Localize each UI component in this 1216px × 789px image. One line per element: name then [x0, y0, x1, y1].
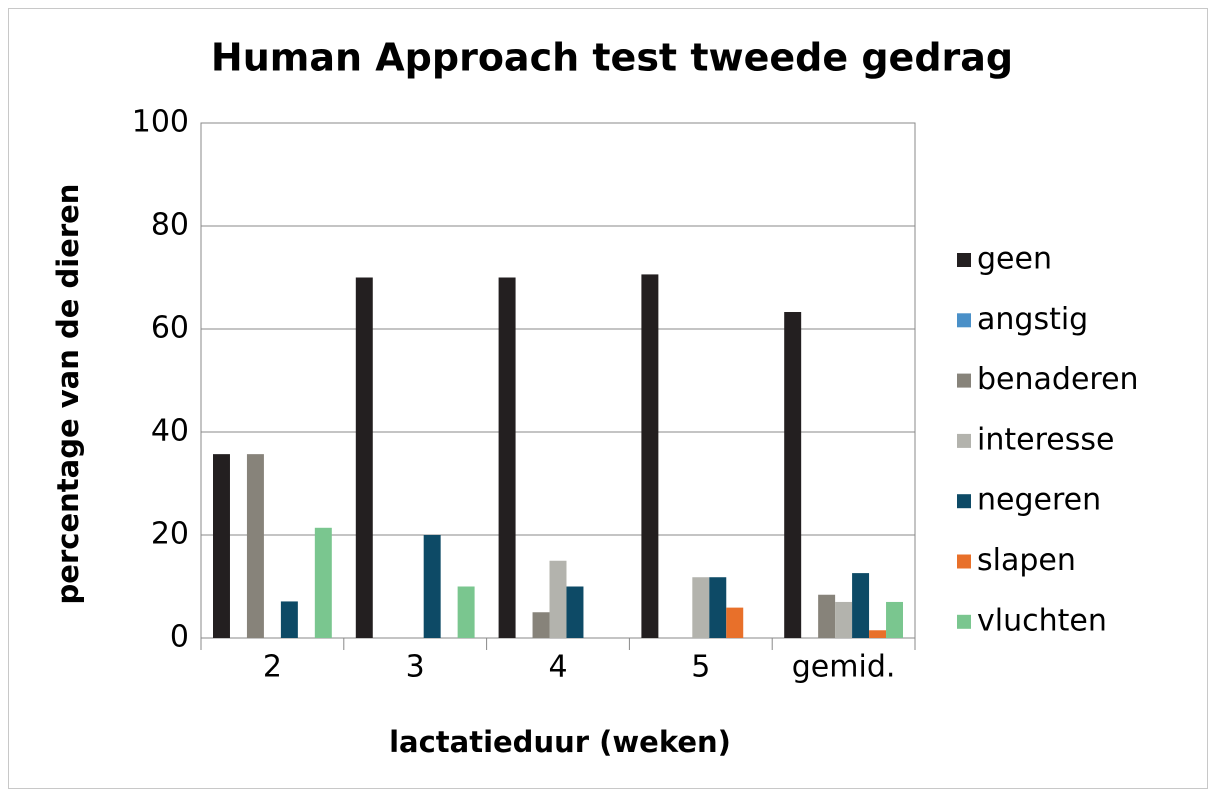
- y-tick-label: 20: [151, 517, 189, 552]
- bar: [457, 586, 475, 638]
- x-axis-label: lactatieduur (weken): [389, 725, 731, 759]
- bar: [784, 312, 802, 638]
- legend-label: negeren: [977, 483, 1101, 518]
- legend-swatch: [957, 373, 971, 388]
- legend-label: geen: [977, 242, 1052, 277]
- bar: [818, 594, 836, 638]
- x-tick-label: 5: [691, 650, 710, 685]
- legend-label: angstig: [977, 302, 1088, 337]
- bar: [886, 601, 903, 638]
- bar: [641, 274, 659, 638]
- legend-swatch: [957, 554, 971, 569]
- bar: [566, 586, 584, 638]
- x-tick-label: gemid.: [792, 650, 896, 685]
- legend-swatch: [957, 614, 971, 629]
- bar: [869, 630, 887, 638]
- chart-border: [8, 8, 1208, 789]
- bar: [835, 601, 853, 638]
- bar: [213, 454, 230, 638]
- bar: [709, 577, 727, 638]
- legend-swatch: [957, 253, 971, 267]
- y-tick-label: 40: [151, 414, 189, 449]
- legend-label: vluchten: [977, 603, 1107, 638]
- chart-title: Human Approach test tweede gedrag: [211, 36, 1013, 80]
- x-tick-label: 4: [548, 650, 567, 685]
- legend-swatch: [957, 313, 971, 328]
- y-tick-label: 60: [151, 311, 189, 346]
- legend-swatch: [957, 433, 971, 448]
- y-tick-label: 80: [151, 208, 189, 243]
- bar: [498, 277, 516, 638]
- x-tick-label: 3: [406, 650, 425, 685]
- bar: [852, 573, 870, 638]
- y-axis-label: percentage van de dieren: [51, 184, 85, 605]
- y-tick-label: 100: [132, 105, 189, 140]
- legend-label: slapen: [977, 543, 1076, 578]
- legend-label: interesse: [977, 422, 1114, 457]
- x-tick-label: 2: [263, 650, 282, 685]
- legend-label: benaderen: [977, 362, 1139, 397]
- bar: [532, 612, 550, 638]
- legend-swatch: [957, 494, 971, 509]
- bar: [280, 601, 298, 638]
- bar: [549, 560, 567, 638]
- bar: [423, 535, 441, 638]
- bar: [314, 527, 332, 638]
- bar: [692, 577, 710, 638]
- bar: [726, 607, 744, 638]
- y-tick-label: 0: [170, 620, 189, 655]
- bar: [246, 454, 264, 638]
- bar: [355, 277, 373, 638]
